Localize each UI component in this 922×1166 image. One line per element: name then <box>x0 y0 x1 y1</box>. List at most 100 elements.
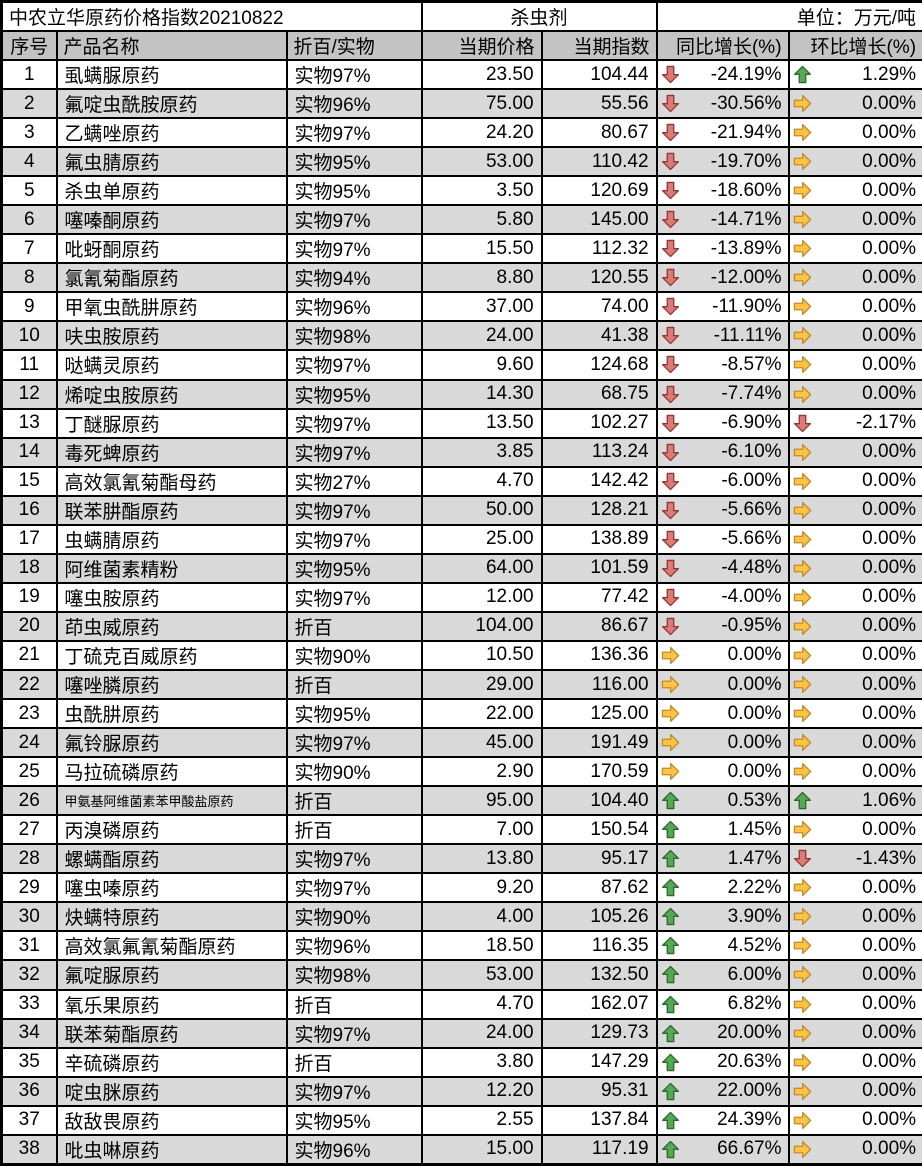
yoy-growth-cell-value: 0.00% <box>727 731 782 753</box>
right-arrow-icon <box>793 355 812 374</box>
current-index-cell: 150.54 <box>540 814 658 846</box>
current-price-cell: 3.80 <box>420 1046 543 1078</box>
row-number-cell: 4 <box>0 146 58 178</box>
yoy-growth-cell: -19.70% <box>655 146 790 178</box>
table-row: 20 茚虫威原药 折百 104.00 86.67 -0.95% 0.00% <box>0 610 922 642</box>
mom-growth-cell-value: 0.00% <box>862 470 917 492</box>
right-arrow-icon <box>793 1140 812 1159</box>
column-header-yoy: 同比增长(%) <box>655 30 790 61</box>
table-row: 31 高效氯氟氰菊酯原药 实物96% 18.50 116.35 4.52% 0.00% <box>0 930 922 962</box>
right-arrow-icon <box>793 878 812 897</box>
mom-growth-cell: 0.00% <box>787 698 922 730</box>
up-arrow-icon <box>661 1053 680 1072</box>
row-number-cell: 31 <box>0 930 58 962</box>
yoy-growth-cell-value: -6.90% <box>721 412 782 434</box>
right-arrow-icon <box>793 965 812 984</box>
right-arrow-icon <box>793 94 812 113</box>
basis-cell: 实物96% <box>285 291 423 323</box>
table-row: 13 丁醚脲原药 实物97% 13.50 102.27 -6.90% -2.17% <box>0 407 922 439</box>
basis-cell: 实物97% <box>285 1075 423 1107</box>
right-arrow-icon <box>661 704 680 723</box>
current-price-cell: 15.50 <box>420 233 543 265</box>
up-arrow-icon <box>661 907 680 926</box>
right-arrow-icon <box>793 559 812 578</box>
down-arrow-icon <box>661 355 680 374</box>
current-price-cell: 12.20 <box>420 1075 543 1107</box>
table-row: 38 吡虫啉原药 实物96% 15.00 117.19 66.67% 0.00% <box>0 1133 922 1166</box>
yoy-growth-cell: -13.89% <box>655 233 790 265</box>
yoy-growth-cell-value: 20.63% <box>717 1051 782 1073</box>
right-arrow-icon <box>793 733 812 752</box>
table-row: 37 敌敌畏原药 实物95% 2.55 137.84 24.39% 0.00% <box>0 1104 922 1136</box>
mom-growth-cell-value: 0.00% <box>862 963 917 985</box>
mom-growth-cell-value: 0.00% <box>862 876 917 898</box>
yoy-growth-cell-value: 4.52% <box>727 934 782 956</box>
basis-cell: 实物95% <box>285 378 423 410</box>
basis-cell: 实物97% <box>285 233 423 265</box>
yoy-growth-cell-value: 1.45% <box>727 818 782 840</box>
mom-growth-cell-value: 0.00% <box>862 702 917 724</box>
yoy-growth-cell-value: 66.67% <box>717 1138 782 1160</box>
current-index-cell: 145.00 <box>540 204 658 236</box>
down-arrow-icon <box>661 559 680 578</box>
basis-cell: 实物98% <box>285 320 423 352</box>
yoy-growth-cell-value: -19.70% <box>710 150 782 172</box>
product-name-cell: 辛硫磷原药 <box>55 1046 288 1078</box>
right-arrow-icon <box>793 152 812 171</box>
product-name-cell: 甲氧虫酰肼原药 <box>55 291 288 323</box>
mom-growth-cell: 0.00% <box>787 988 922 1020</box>
row-number-cell: 3 <box>0 117 58 149</box>
mom-growth-cell-value: 0.00% <box>862 818 917 840</box>
mom-growth-cell: 0.00% <box>787 930 922 962</box>
current-index-cell: 102.27 <box>540 407 658 439</box>
basis-cell: 实物97% <box>285 581 423 613</box>
yoy-growth-cell: 20.00% <box>655 1017 790 1049</box>
row-number-cell: 14 <box>0 436 58 468</box>
yoy-growth-cell: -11.90% <box>655 291 790 323</box>
mom-growth-cell-value: 0.00% <box>862 760 917 782</box>
current-index-cell: 113.24 <box>540 436 658 468</box>
mom-growth-cell: 0.00% <box>787 814 922 846</box>
mom-growth-cell: 0.00% <box>787 320 922 352</box>
current-index-cell: 101.59 <box>540 552 658 584</box>
yoy-growth-cell: 0.53% <box>655 785 790 817</box>
mom-growth-cell-value: -1.43% <box>855 847 917 869</box>
table-row: 2 氟啶虫酰胺原药 实物96% 75.00 55.56 -30.56% 0.00% <box>0 88 922 120</box>
mom-growth-cell-value: 0.00% <box>862 324 917 346</box>
current-index-cell: 117.19 <box>540 1133 658 1166</box>
current-index-cell: 104.44 <box>540 58 658 91</box>
down-arrow-icon <box>793 849 812 868</box>
mom-growth-cell-value: 0.00% <box>862 993 917 1015</box>
right-arrow-icon <box>793 268 812 287</box>
basis-cell: 实物96% <box>285 930 423 962</box>
current-index-cell: 120.55 <box>540 262 658 294</box>
table-row: 26 甲氨基阿维菌素苯甲酸盐原药 折百 95.00 104.40 0.53% 1.06% <box>0 785 922 817</box>
product-name-cell: 虫螨腈原药 <box>55 523 288 555</box>
current-price-cell: 22.00 <box>420 698 543 730</box>
basis-cell: 实物98% <box>285 959 423 991</box>
yoy-growth-cell: 0.00% <box>655 639 790 671</box>
yoy-growth-cell-value: -6.10% <box>721 441 782 463</box>
mom-growth-cell-value: 1.29% <box>862 63 917 85</box>
product-name-cell: 噻虫胺原药 <box>55 581 288 613</box>
column-header-mom: 环比增长(%) <box>787 30 922 61</box>
down-arrow-icon <box>661 297 680 316</box>
mom-growth-cell-value: 0.00% <box>862 1080 917 1102</box>
row-number-cell: 24 <box>0 727 58 759</box>
row-number-cell: 23 <box>0 698 58 730</box>
basis-cell: 实物97% <box>285 843 423 875</box>
right-arrow-icon <box>793 326 812 345</box>
basis-cell: 实物90% <box>285 756 423 788</box>
product-name-cell: 氟虫腈原药 <box>55 146 288 178</box>
yoy-growth-cell: 0.00% <box>655 727 790 759</box>
table-row: 24 氟铃脲原药 实物97% 45.00 191.49 0.00% 0.00% <box>0 727 922 759</box>
product-name-cell: 茚虫威原药 <box>55 610 288 642</box>
table-row: 29 噻虫嗪原药 实物97% 9.20 87.62 2.22% 0.00% <box>0 872 922 904</box>
current-index-cell: 142.42 <box>540 465 658 497</box>
basis-cell: 实物95% <box>285 698 423 730</box>
down-arrow-icon <box>661 239 680 258</box>
down-arrow-icon <box>661 326 680 345</box>
current-price-cell: 64.00 <box>420 552 543 584</box>
current-price-cell: 53.00 <box>420 146 543 178</box>
basis-cell: 实物96% <box>285 1133 423 1166</box>
